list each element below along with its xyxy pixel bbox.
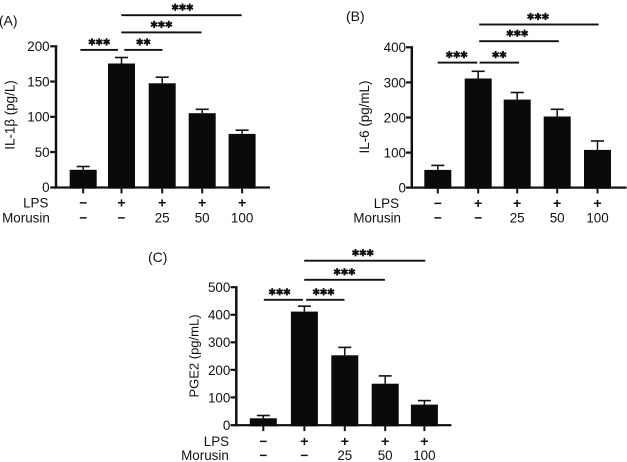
svg-text:200: 200 [208,363,230,378]
svg-text:(C): (C) [148,249,167,265]
svg-text:100: 100 [231,210,253,225]
svg-text:−: − [300,448,308,462]
svg-text:Morusin: Morusin [181,448,229,462]
svg-text:−: − [79,196,87,211]
svg-text:0: 0 [399,181,406,196]
svg-text:(B): (B) [346,8,365,24]
svg-text:+: + [117,196,125,212]
svg-text:+: + [474,196,482,212]
svg-text:−: − [474,211,482,226]
svg-text:50: 50 [35,145,50,160]
svg-text:+: + [238,196,246,212]
svg-text:300: 300 [208,335,230,350]
svg-text:25: 25 [510,211,525,226]
svg-text:LPS: LPS [23,196,48,211]
svg-text:IL-6 (pg/mL): IL-6 (pg/mL) [357,81,372,154]
svg-text:100: 100 [27,110,49,125]
svg-text:100: 100 [384,146,406,161]
svg-text:300: 300 [384,75,406,90]
svg-text:PGE2 (pg/mL): PGE2 (pg/mL) [187,314,202,397]
svg-text:+: + [513,196,521,212]
svg-text:Morusin: Morusin [353,211,401,226]
svg-text:50: 50 [550,211,565,226]
svg-text:−: − [118,210,126,225]
svg-text:+: + [381,434,389,450]
svg-text:100: 100 [208,390,230,405]
svg-text:LPS: LPS [374,196,399,211]
svg-text:−: − [259,448,267,462]
svg-text:+: + [420,434,428,450]
svg-text:200: 200 [384,110,406,125]
svg-text:+: + [553,196,561,212]
svg-text:+: + [341,434,349,450]
svg-text:500: 500 [208,280,230,295]
svg-text:0: 0 [42,180,49,195]
svg-text:+: + [158,196,166,212]
svg-text:100: 100 [586,211,608,226]
svg-text:Morusin: Morusin [2,210,50,225]
svg-text:IL-1β (pg/L): IL-1β (pg/L) [2,80,17,149]
svg-text:−: − [434,211,442,226]
svg-text:+: + [198,196,206,212]
svg-text:400: 400 [208,308,230,323]
svg-text:150: 150 [27,75,49,90]
svg-text:0: 0 [223,418,230,433]
svg-text:200: 200 [27,39,49,54]
svg-text:−: − [434,196,442,211]
svg-text:100: 100 [413,448,435,462]
svg-text:400: 400 [384,40,406,55]
svg-text:25: 25 [337,448,352,462]
svg-text:LPS: LPS [204,434,229,449]
svg-text:+: + [593,196,601,212]
svg-text:−: − [79,210,87,225]
svg-text:−: − [259,434,267,449]
svg-text:50: 50 [378,448,393,462]
svg-text:50: 50 [195,210,210,225]
svg-text:+: + [300,434,308,450]
svg-text:(A): (A) [0,13,17,29]
svg-text:25: 25 [155,210,170,225]
